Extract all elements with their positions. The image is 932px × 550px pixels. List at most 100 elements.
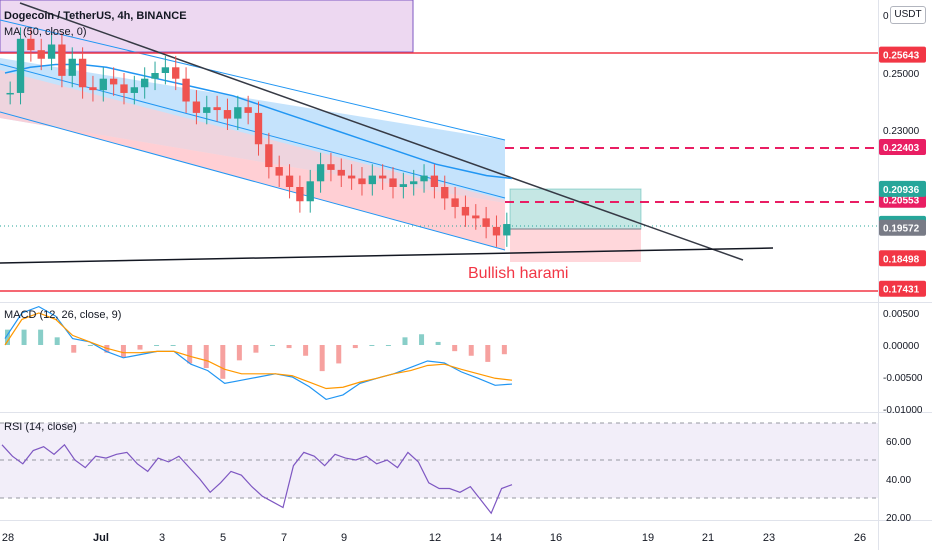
candle-body — [192, 101, 201, 113]
macd-hist-bar — [71, 345, 77, 353]
rsi-series — [1, 443, 513, 515]
price-level-badge-text: 0.25643 — [883, 51, 920, 62]
time-tick-label: 16 — [550, 532, 562, 544]
currency-badge[interactable]: USDT — [890, 6, 926, 24]
macd-hist-bar — [435, 341, 441, 345]
macd-hist-bar — [303, 345, 309, 356]
price-level-badge-text: 0.17431 — [883, 285, 920, 296]
price-label-badge-text: 0.20936 — [883, 185, 920, 196]
macd-hist-bar — [5, 329, 10, 345]
macd-tick-label: -0.01000 — [883, 405, 923, 416]
price-tick-label: 0 — [883, 11, 889, 22]
price-level-badge-text: 0.18498 — [883, 254, 920, 265]
candle-body — [265, 144, 273, 168]
candle-body — [285, 175, 294, 187]
stop-zone — [510, 229, 641, 262]
macd-hist-bar — [369, 345, 375, 346]
candle-body — [378, 175, 387, 179]
candle-body — [47, 44, 56, 59]
macd-hist-bar — [120, 345, 126, 358]
candles — [6, 27, 511, 247]
candle-body — [151, 73, 159, 79]
candle-body — [472, 215, 480, 219]
time-axis: 28 Jul 3 5 7 9 12 14 16 19 21 23 26 — [2, 532, 866, 544]
candle-body — [78, 58, 87, 88]
candle-body — [68, 58, 76, 76]
time-tick-label: 14 — [490, 532, 502, 544]
symbol-title: Dogecoin / TetherUS, 4h, BINANCE — [4, 10, 187, 22]
candle-body — [358, 178, 366, 185]
candle-body — [337, 169, 345, 176]
macd-hist-bar — [187, 345, 193, 364]
price-level-badge — [879, 280, 926, 297]
candle-body — [275, 167, 283, 176]
candle-body — [441, 187, 449, 199]
macd-hist-bar — [203, 345, 209, 369]
macd-hist-bar — [38, 329, 44, 345]
macd-hist-bar — [419, 334, 425, 345]
candle-body — [327, 164, 335, 170]
candle-body — [420, 175, 428, 182]
price-level-badge — [879, 139, 926, 156]
price-level-badge — [879, 250, 926, 267]
price-label-badge — [879, 219, 926, 236]
price-axis: 0.250000.230000.190000.256430.224030.205… — [879, 11, 926, 297]
time-tick-label: 19 — [642, 532, 654, 544]
channel-lower-fill — [0, 70, 505, 250]
candle-body — [451, 198, 459, 207]
macd-hist-bar — [154, 345, 160, 346]
time-tick-label: 21 — [702, 532, 714, 544]
macd-hist-bar — [501, 345, 507, 355]
macd-hist-bar — [170, 345, 176, 346]
time-tick-label: 9 — [341, 532, 347, 544]
signal-line — [4, 312, 513, 390]
candle-body — [89, 87, 97, 91]
pattern-annotation: Bullish harami — [468, 265, 568, 282]
macd-hist-bar — [269, 345, 275, 346]
price-label-badge-text: 0.19572 — [883, 224, 920, 235]
macd-hist-bar — [352, 345, 358, 349]
rsi-tick-label: 20.00 — [886, 513, 911, 524]
price-level-badge-text: 0.20553 — [883, 196, 920, 207]
candle-body — [141, 78, 149, 88]
macd-hist-bar — [485, 345, 491, 362]
macd-tick-label: 0.00000 — [883, 341, 920, 352]
candle-body — [389, 178, 397, 187]
macd-hist-bar — [220, 345, 226, 379]
time-tick-label: 5 — [220, 532, 226, 544]
candle-body — [482, 218, 490, 227]
macd-hist-bar — [402, 337, 408, 345]
highlight-box — [0, 0, 414, 53]
candle-body — [347, 175, 356, 179]
ma-legend: MA (50, close, 0) — [4, 26, 87, 38]
macd-axis: 0.00500 0.00000 -0.00500 -0.01000 — [883, 309, 923, 416]
candle-body — [244, 107, 252, 113]
time-tick-label: 7 — [281, 532, 287, 544]
rsi-line — [1, 443, 513, 515]
macd-hist-bar — [468, 345, 474, 356]
time-tick-label: 3 — [159, 532, 165, 544]
time-tick-label: 23 — [763, 532, 775, 544]
macd-hist-bar — [87, 345, 93, 346]
support-line — [0, 247, 774, 264]
candle-body — [37, 50, 45, 59]
macd-tick-label: 0.00500 — [883, 309, 920, 320]
rsi-axis: 60.00 40.00 20.00 — [886, 437, 911, 524]
rsi-tick-label: 40.00 — [886, 475, 911, 486]
candle-body — [27, 38, 35, 51]
candle-body — [58, 44, 66, 76]
candle-body — [399, 184, 408, 187]
macd-legend: MACD (12, 26, close, 9) — [4, 309, 122, 321]
candle-body — [316, 164, 325, 182]
candle-body — [306, 181, 314, 202]
candle-body — [203, 107, 211, 113]
macd-hist-bar — [319, 345, 325, 372]
price-tick-label: 0.23000 — [883, 126, 920, 137]
candle-body — [182, 78, 190, 102]
candle-body — [503, 224, 511, 236]
price-level-badge-text: 0.22403 — [883, 143, 920, 154]
candle-body — [430, 175, 439, 187]
macd-hist-bar — [336, 345, 342, 364]
candle-body — [223, 110, 232, 119]
